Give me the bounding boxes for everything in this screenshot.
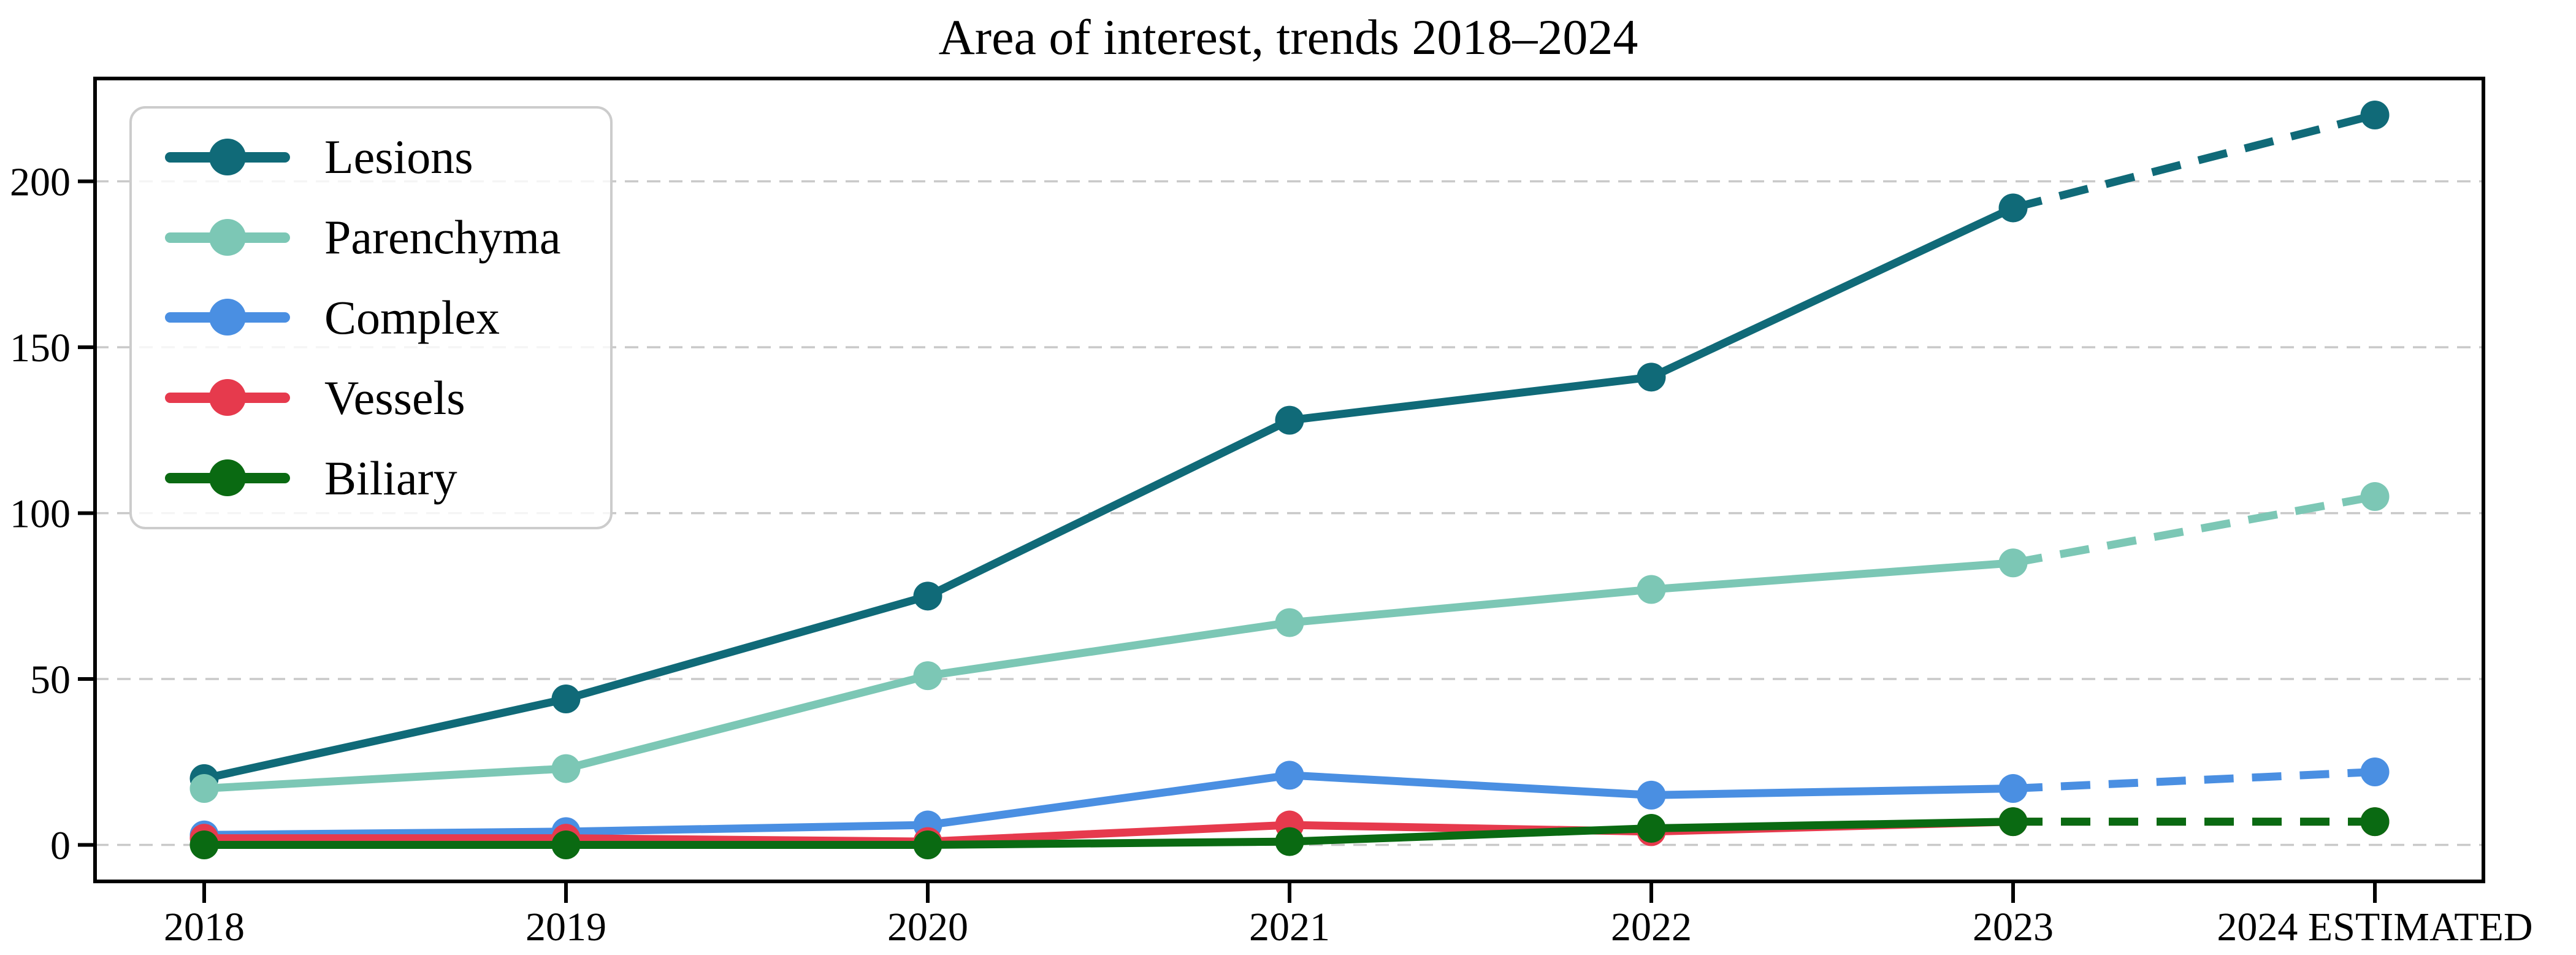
legend-label-lesions: Lesions <box>324 130 473 184</box>
plot-border <box>93 77 2485 883</box>
data-point-complex-2024 <box>2360 757 2390 786</box>
y-tick-label: 0 <box>50 824 71 869</box>
x-tick-label: 2024 ESTIMATED <box>2217 905 2532 949</box>
data-point-biliary-2021 <box>1275 827 1304 856</box>
legend-row-complex: Complex <box>132 278 610 358</box>
y-tick-label: 200 <box>10 160 71 205</box>
data-point-biliary-2024 <box>2360 807 2390 837</box>
data-point-parenchyma-2021 <box>1275 608 1304 637</box>
data-point-parenchyma-2020 <box>913 661 942 691</box>
data-point-parenchyma-2024 <box>2360 482 2390 512</box>
y-tick-label: 150 <box>10 326 71 370</box>
legend-label-parenchyma: Parenchyma <box>324 210 561 264</box>
series-line-lesions <box>203 204 2015 783</box>
series-dashed-lesions <box>2012 111 2376 212</box>
legend-row-parenchyma: Parenchyma <box>132 198 610 278</box>
data-point-lesions-2021 <box>1275 405 1304 435</box>
legend-marker-lesions <box>165 138 290 175</box>
x-tick-label: 2020 <box>887 905 968 949</box>
data-point-biliary-2022 <box>1637 813 1666 843</box>
legend-label-vessels: Vessels <box>324 370 465 424</box>
legend-label-complex: Complex <box>324 290 500 344</box>
data-point-complex-2021 <box>1275 761 1304 790</box>
data-point-parenchyma-2023 <box>1998 548 2028 578</box>
data-point-biliary-2019 <box>551 830 581 859</box>
y-tick-label: 50 <box>30 658 71 702</box>
chart-title: Area of interest, trends 2018–2024 <box>938 9 1638 65</box>
series-line-biliary <box>204 818 2014 849</box>
data-point-lesions-2024 <box>2360 101 2390 129</box>
series-dashed-parenchyma <box>2012 493 2376 567</box>
legend-marker-vessels <box>165 379 290 416</box>
data-point-lesions-2023 <box>1998 193 2028 223</box>
y-tick-label: 100 <box>10 492 71 537</box>
data-point-lesions-2022 <box>1637 362 1666 392</box>
legend-row-vessels: Vessels <box>132 358 610 438</box>
x-tick-label: 2021 <box>1249 905 1330 949</box>
data-point-parenchyma-2018 <box>189 774 219 804</box>
data-point-lesions-2020 <box>913 581 942 611</box>
legend-marker-parenchyma <box>165 218 290 256</box>
x-tick-label: 2019 <box>526 905 606 949</box>
legend: Lesions Parenchyma Complex Vessels Bilia… <box>129 106 613 529</box>
x-tick-label: 2018 <box>164 905 245 949</box>
data-point-complex-2023 <box>1998 774 2028 804</box>
legend-row-biliary: Biliary <box>132 438 610 518</box>
legend-marker-complex <box>165 299 290 336</box>
legend-row-lesions: Lesions <box>132 117 610 198</box>
x-tick-label: 2022 <box>1611 905 1692 949</box>
legend-label-biliary: Biliary <box>324 451 457 505</box>
series-line-parenchyma <box>204 559 2014 793</box>
data-point-parenchyma-2019 <box>551 754 581 783</box>
series-line-complex <box>204 771 2014 839</box>
x-tick-label: 2023 <box>1973 905 2054 949</box>
data-point-lesions-2019 <box>551 685 581 713</box>
data-point-parenchyma-2022 <box>1637 575 1666 604</box>
data-point-biliary-2023 <box>1998 807 2028 837</box>
series-dashed-complex <box>2012 768 2375 793</box>
legend-marker-biliary <box>165 459 290 497</box>
data-point-complex-2022 <box>1637 780 1666 810</box>
data-point-biliary-2018 <box>189 830 219 859</box>
data-point-biliary-2020 <box>913 830 942 859</box>
